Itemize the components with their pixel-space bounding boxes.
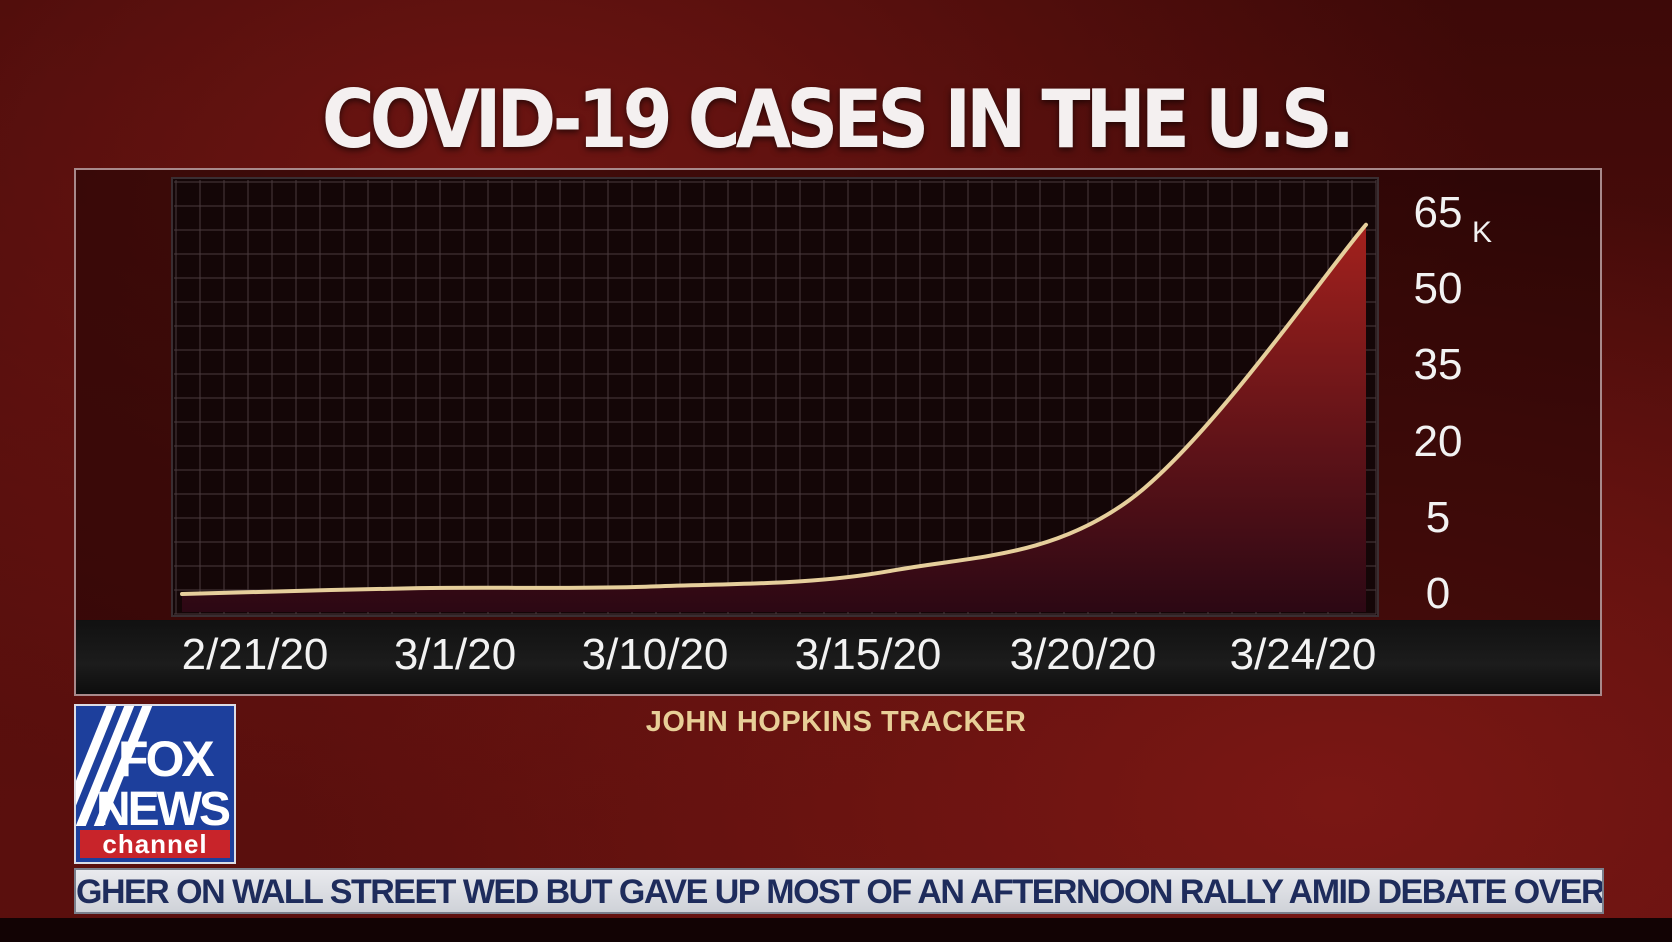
y-tick-label: 20 [1413, 416, 1463, 466]
y-axis-unit: K [1472, 216, 1493, 249]
y-tick-label: 65 [1413, 188, 1463, 237]
chart-title: COVID-19 CASES IN THE U.S. [321, 72, 1355, 167]
bottom-bar [0, 918, 1672, 942]
x-axis-bar [76, 620, 1600, 694]
x-tick-label: 3/24/20 [1229, 630, 1377, 679]
logo-news-text: NEWS [96, 783, 231, 836]
series-area [182, 224, 1366, 612]
source-label: JOHN HOPKINS TRACKER [645, 706, 1027, 738]
logo-fox-text: FOX [118, 731, 215, 787]
fox-news-logo: FOX NEWS channel [74, 704, 236, 864]
x-tick-label: 3/15/20 [794, 630, 942, 679]
logo-channel-text: channel [80, 830, 230, 858]
series-line [180, 222, 1368, 596]
news-ticker: GHER ON WALL STREET WED BUT GAVE UP MOST… [74, 868, 1604, 914]
y-tick-label: 50 [1413, 264, 1463, 314]
x-tick-label: 2/21/20 [181, 630, 329, 679]
y-tick-label: 0 [1425, 569, 1451, 618]
x-tick-label: 3/10/20 [581, 630, 729, 679]
y-tick-label: 35 [1413, 340, 1463, 390]
y-tick-label: 5 [1425, 492, 1451, 542]
x-tick-label: 3/1/20 [393, 630, 517, 679]
x-tick-label: 3/20/20 [1009, 630, 1157, 679]
ticker-text: GHER ON WALL STREET WED BUT GAVE UP MOST… [76, 873, 1604, 911]
